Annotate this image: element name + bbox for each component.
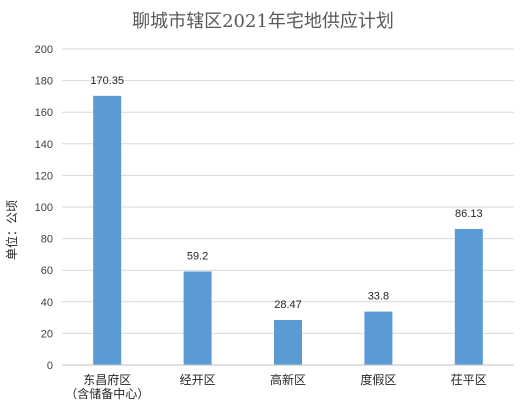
y-axis-label: 单位：公顷 xyxy=(4,200,19,260)
data-label: 170.35 xyxy=(90,75,124,87)
x-category-label: 度假区 xyxy=(360,372,396,387)
x-category-label: （含储备中心） xyxy=(65,386,149,401)
y-tick-label: 60 xyxy=(41,265,53,277)
data-label: 33.8 xyxy=(368,291,389,303)
y-tick-label: 120 xyxy=(35,170,53,182)
data-labels: 170.35 59.2 28.47 33.8 86.13 xyxy=(90,75,482,311)
chart-title: 聊城市辖区2021年宅地供应计划 xyxy=(132,11,394,32)
y-tick-label: 180 xyxy=(35,76,53,88)
bar xyxy=(93,95,122,366)
y-tick-label: 200 xyxy=(35,44,53,56)
y-tick-label: 100 xyxy=(35,202,53,214)
y-tick-label: 80 xyxy=(41,234,53,246)
y-tick-label: 40 xyxy=(41,297,53,309)
x-axis-categories: 东昌府区（含储备中心） 经开区 高新区 度假区 茌平区 xyxy=(65,372,487,401)
y-tick-label: 140 xyxy=(35,139,53,151)
bars xyxy=(93,95,483,366)
bar xyxy=(364,311,393,365)
data-label: 28.47 xyxy=(274,299,302,311)
y-axis-ticks: 0 20 40 60 80 100 120 140 160 180 200 xyxy=(35,44,53,372)
data-label: 59.2 xyxy=(187,250,208,262)
bar xyxy=(183,271,212,365)
gridlines xyxy=(62,48,514,334)
x-category-label: 东昌府区 xyxy=(83,372,131,387)
y-tick-label: 0 xyxy=(47,360,53,372)
y-tick-label: 160 xyxy=(35,107,53,119)
bar xyxy=(454,228,483,365)
y-tick-label: 20 xyxy=(41,328,53,340)
x-category-label: 茌平区 xyxy=(451,373,487,387)
bar xyxy=(274,320,302,365)
x-category-label: 经开区 xyxy=(180,373,216,387)
data-label: 86.13 xyxy=(455,208,483,220)
x-category-label: 高新区 xyxy=(270,372,306,387)
